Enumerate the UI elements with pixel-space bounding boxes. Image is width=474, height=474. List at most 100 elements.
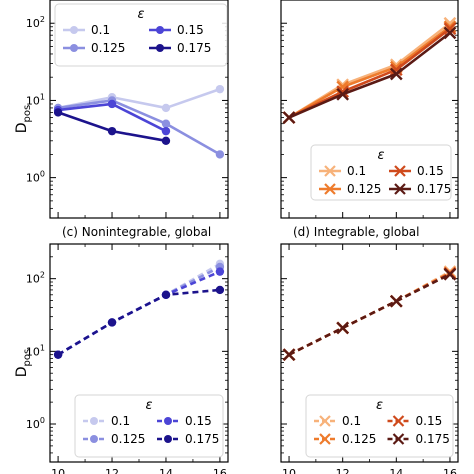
series-line-0.175 [57, 288, 221, 356]
data-point [161, 136, 171, 146]
data-point [282, 111, 296, 124]
x-tick-label: 10 [282, 467, 296, 474]
data-point [443, 22, 457, 36]
y-tick-label: 101 [26, 343, 45, 358]
legend-marker [324, 165, 336, 177]
legend-marker [394, 183, 406, 195]
data-point [107, 318, 117, 327]
y-axis-label: Dpos [14, 349, 33, 377]
legend-marker [392, 415, 405, 427]
legend-label: 0.125 [347, 182, 381, 196]
panel-title: (d) Integrable, global [293, 225, 420, 239]
legend-label: 0.15 [417, 164, 444, 178]
panel-b: ε 0.1 0.15 0.125 0.175 [280, 0, 459, 219]
x-tick-label: 16 [443, 467, 457, 474]
data-point [215, 267, 225, 276]
series-line-0.175 [288, 31, 451, 119]
data-point [215, 84, 225, 94]
y-tick-label: 101 [26, 92, 45, 107]
legend-label: 0.125 [342, 432, 376, 446]
data-point [161, 126, 171, 136]
legend-label: 0.15 [416, 414, 443, 428]
series-line-0.125 [288, 25, 451, 119]
data-point [53, 350, 63, 359]
legend-marker [70, 26, 78, 34]
data-point [161, 290, 171, 299]
data-point [215, 150, 225, 159]
x-tick-label: 14 [159, 467, 173, 474]
data-point [443, 267, 457, 281]
legend-marker [90, 435, 98, 443]
data-point [336, 87, 350, 101]
data-point [107, 99, 117, 109]
x-tick-label: 10 [51, 467, 65, 474]
legend-label: 0.15 [185, 414, 212, 428]
data-point [389, 294, 403, 308]
legend-title: ε [377, 148, 384, 163]
data-point [389, 67, 403, 81]
legend-label: 0.1 [111, 414, 130, 428]
panel-c: (c) Nonintegrable, global 100 101 102 10 12 14… [14, 225, 229, 474]
legend-title: ε [376, 398, 383, 413]
x-tick-label: 12 [105, 467, 119, 474]
legend-label: 0.175 [417, 182, 451, 196]
legend-marker [394, 165, 406, 177]
x-tick-label: 14 [389, 467, 403, 474]
series-line-0.125 [57, 265, 221, 356]
legend-label: 0.1 [342, 414, 361, 428]
legend-marker [156, 44, 164, 52]
x-tick-label: 12 [336, 467, 350, 474]
y-axis-label: Dpos [14, 105, 33, 133]
legend-title: ε [145, 398, 152, 413]
legend-frame [74, 394, 224, 458]
data-point [161, 119, 171, 128]
legend-marker [392, 433, 405, 445]
legend-marker [156, 26, 164, 34]
legend-label: 0.175 [185, 432, 219, 446]
legend-label: 0.1 [347, 164, 366, 178]
legend-marker [164, 417, 172, 425]
data-point [215, 285, 225, 295]
series-line-0.15 [57, 270, 221, 356]
legend-frame [54, 3, 228, 67]
x-tick-label: 16 [213, 467, 227, 474]
panel-a: 100 101 102 Dpos ε 0.1 0.15 0.125 0.175 [14, 0, 229, 219]
data-point [336, 321, 350, 335]
legend: ε 0.1 0.15 0.125 0.175 [305, 394, 454, 458]
legend-marker [164, 435, 172, 443]
legend-label: 0.175 [416, 432, 450, 446]
legend: ε 0.1 0.15 0.125 0.175 [310, 144, 452, 201]
legend: ε 0.1 0.15 0.125 0.175 [74, 394, 224, 458]
data-point [53, 108, 63, 117]
legend-label: 0.125 [91, 41, 125, 55]
y-tick-label: 102 [26, 15, 45, 30]
legend-frame [305, 394, 454, 458]
legend-marker [319, 415, 331, 427]
legend-title: ε [137, 7, 144, 22]
data-point [443, 16, 457, 30]
data-point [282, 348, 296, 362]
legend-label: 0.125 [111, 432, 145, 446]
legend-marker [324, 183, 336, 195]
legend: ε 0.1 0.15 0.125 0.175 [54, 3, 228, 67]
legend-label: 0.15 [177, 23, 204, 37]
panel-d: (d) Integrable, global 10 12 14 16 ε 0.1 0.15 0.… [280, 225, 459, 474]
series-line-0.125 [57, 99, 221, 156]
legend-label: 0.175 [177, 41, 211, 55]
panel-title: (c) Nonintegrable, global [62, 225, 211, 239]
series-line-0.175 [288, 273, 451, 356]
data-point [161, 103, 171, 113]
legend-frame [310, 144, 452, 201]
data-point [107, 126, 117, 136]
y-tick-label: 100 [26, 416, 45, 431]
legend-marker [319, 433, 331, 445]
legend-marker [90, 417, 98, 425]
legend-marker [70, 44, 78, 52]
y-tick-label: 100 [26, 170, 45, 185]
series-line-0.1 [57, 87, 221, 110]
data-point [389, 63, 403, 77]
y-tick-label: 102 [26, 271, 45, 286]
legend-label: 0.1 [91, 23, 110, 37]
data-point [443, 26, 457, 40]
